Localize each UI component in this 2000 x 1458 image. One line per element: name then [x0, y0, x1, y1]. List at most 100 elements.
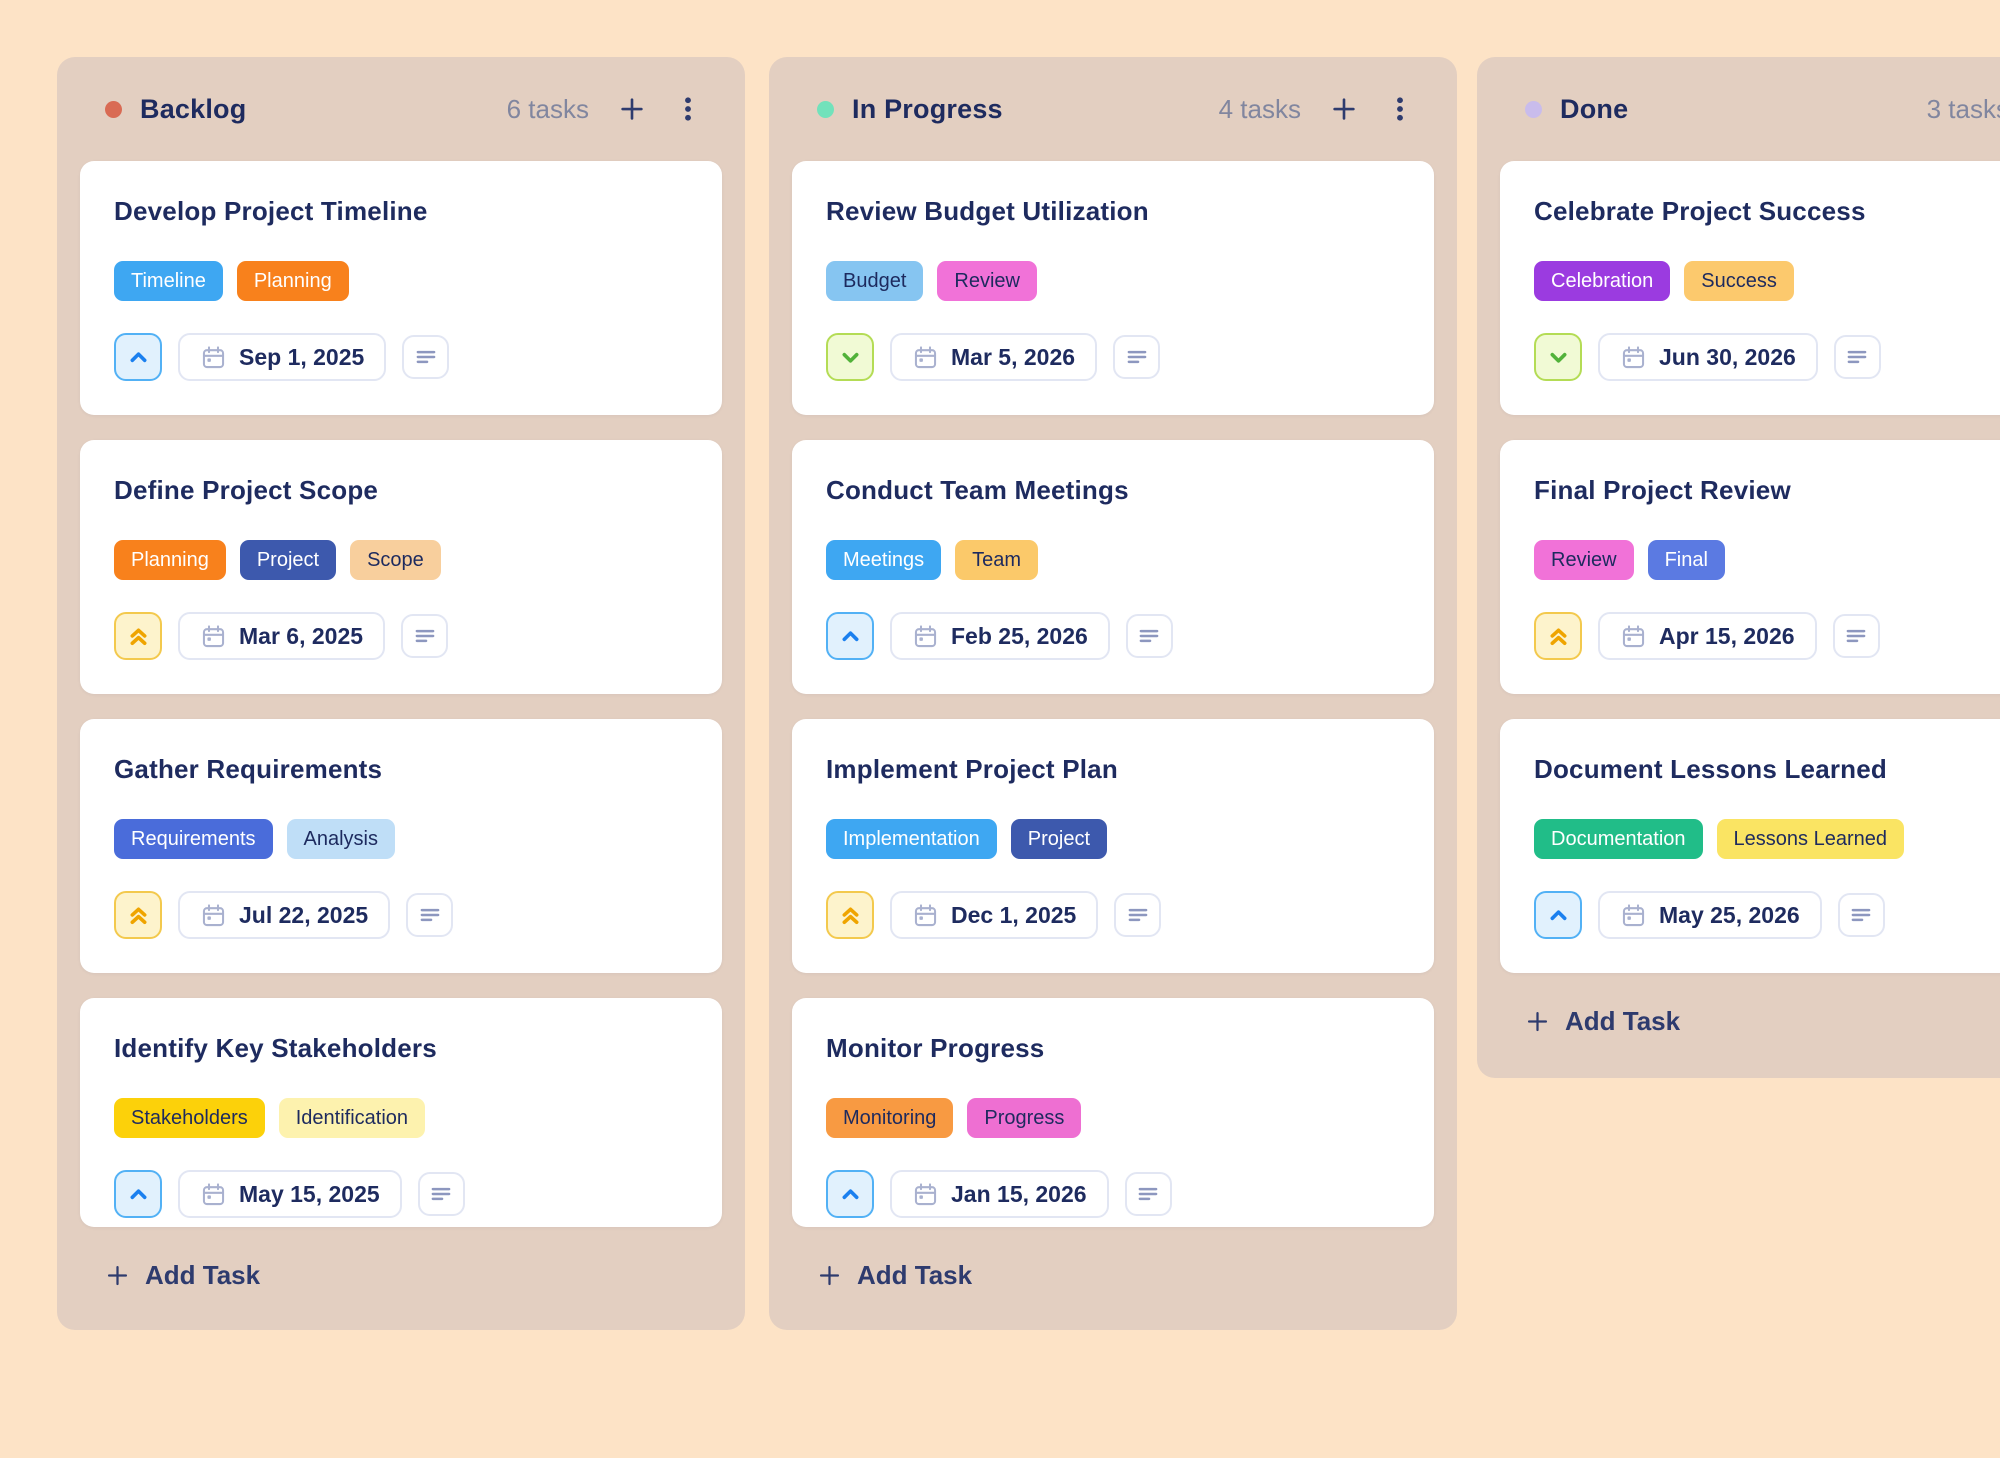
task-card[interactable]: Develop Project Timeline Timeline Plannin… [80, 161, 722, 415]
task-card[interactable]: Final Project Review Review Final Apr 15,… [1500, 440, 2000, 694]
task-title: Celebrate Project Success [1534, 196, 1866, 226]
add-task-label: Add Task [145, 1259, 261, 1290]
column-header: Done 3 tasks [1477, 57, 2000, 161]
due-date-button[interactable]: Jul 22, 2025 [178, 891, 391, 939]
due-date-button[interactable]: Apr 15, 2026 [1598, 612, 1817, 660]
notes-lines-icon [1847, 350, 1867, 364]
priority-high-button[interactable] [114, 333, 162, 381]
due-date-button[interactable]: Dec 1, 2025 [890, 891, 1099, 939]
tag-list: Implementation Project [826, 819, 1400, 859]
tag-list: Stakeholders Identification [114, 1098, 688, 1138]
tag-monitoring: Monitoring [826, 1098, 954, 1138]
notes-lines-icon [1846, 629, 1866, 643]
calendar-icon [202, 624, 225, 647]
task-card[interactable]: Review Budget Utilization Budget Review M… [792, 161, 1434, 415]
notes-button[interactable] [1837, 893, 1885, 937]
kebab-menu-icon [685, 97, 691, 121]
notes-button[interactable] [417, 1172, 465, 1216]
tag-planning: Planning [114, 540, 226, 580]
due-date-button[interactable]: Jan 15, 2026 [890, 1170, 1109, 1218]
add-task-button[interactable]: Add Task [792, 1255, 996, 1295]
card-footer: Mar 6, 2025 [114, 612, 688, 660]
task-card[interactable]: Conduct Team Meetings Meetings Team Feb 2… [792, 440, 1434, 694]
tag-identification: Identification [278, 1098, 426, 1138]
column-menu-button[interactable] [1377, 86, 1423, 132]
task-card[interactable]: Document Lessons Learned Documentation Le… [1500, 719, 2000, 973]
due-date-button[interactable]: May 15, 2025 [178, 1170, 402, 1218]
notes-button[interactable] [406, 893, 454, 937]
column-done: Done 3 tasks Celebrate Project Success C… [1477, 57, 2000, 1078]
tag-list: Planning Project Scope [114, 540, 688, 580]
tag-list: Meetings Team [826, 540, 1400, 580]
priority-high-button[interactable] [1534, 891, 1582, 939]
task-card[interactable]: Gather Requirements Requirements Analysis… [80, 719, 722, 973]
add-task-button[interactable]: Add Task [1500, 1001, 1704, 1041]
tag-implementation: Implementation [826, 819, 997, 859]
chevron-down-icon [842, 352, 858, 363]
due-date-button[interactable]: Sep 1, 2025 [178, 333, 387, 381]
column-menu-button[interactable] [665, 86, 711, 132]
due-date-button[interactable]: Mar 6, 2025 [178, 612, 386, 660]
due-date-button[interactable]: Feb 25, 2026 [890, 612, 1110, 660]
column-task-count: 6 tasks [506, 93, 589, 124]
tag-project: Project [239, 540, 337, 580]
plus-icon [107, 1265, 128, 1285]
priority-urgent-button[interactable] [826, 891, 874, 939]
task-card[interactable]: Define Project Scope Planning Project Scop… [80, 440, 722, 694]
notes-button[interactable] [1113, 335, 1161, 379]
card-footer: Apr 15, 2026 [1534, 612, 2000, 660]
add-task-button[interactable]: Add Task [80, 1255, 284, 1295]
tag-timeline: Timeline [114, 261, 223, 301]
notes-button[interactable] [401, 614, 449, 658]
due-date-label: Apr 15, 2026 [1659, 622, 1795, 649]
due-date-label: Mar 6, 2025 [239, 622, 364, 649]
priority-low-button[interactable] [826, 333, 874, 381]
task-title: Identify Key Stakeholders [114, 1033, 437, 1063]
column-header: Backlog 6 tasks [57, 57, 745, 161]
card-footer: May 15, 2025 [114, 1170, 688, 1218]
notes-button[interactable] [1833, 335, 1881, 379]
priority-low-button[interactable] [1534, 333, 1582, 381]
card-footer: Jul 22, 2025 [114, 891, 688, 939]
chevrons-up-icon [130, 628, 146, 645]
notes-button[interactable] [1125, 614, 1173, 658]
task-title: Final Project Review [1534, 475, 1791, 505]
priority-high-button[interactable] [826, 612, 874, 660]
tag-list: Monitoring Progress [826, 1098, 1400, 1138]
card-footer: Feb 25, 2026 [826, 612, 1400, 660]
priority-high-button[interactable] [114, 1170, 162, 1218]
notes-lines-icon [420, 908, 440, 922]
task-card[interactable]: Monitor Progress Monitoring Progress Jan … [792, 998, 1434, 1227]
tag-review: Review [937, 261, 1037, 301]
priority-urgent-button[interactable] [114, 891, 162, 939]
notes-button[interactable] [1124, 1172, 1172, 1216]
notes-lines-icon [1138, 1187, 1158, 1201]
task-card[interactable]: Identify Key Stakeholders Stakeholders Id… [80, 998, 722, 1227]
task-title: Monitor Progress [826, 1033, 1045, 1063]
calendar-icon [202, 1182, 225, 1205]
priority-high-button[interactable] [826, 1170, 874, 1218]
priority-urgent-button[interactable] [1534, 612, 1582, 660]
notes-lines-icon [416, 350, 436, 364]
tag-budget: Budget [826, 261, 924, 301]
tag-stakeholders: Stakeholders [114, 1098, 265, 1138]
tag-list: Documentation Lessons Learned [1534, 819, 2000, 859]
tag-list: Celebration Success [1534, 261, 2000, 301]
plus-icon [1527, 1011, 1548, 1031]
add-card-button[interactable] [1321, 86, 1367, 132]
due-date-button[interactable]: Mar 5, 2026 [890, 333, 1098, 381]
calendar-icon [1622, 345, 1645, 368]
notes-lines-icon [1127, 350, 1146, 364]
add-card-button[interactable] [609, 86, 655, 132]
notes-button[interactable] [402, 335, 450, 379]
priority-urgent-button[interactable] [114, 612, 162, 660]
due-date-button[interactable]: May 25, 2026 [1598, 891, 1822, 939]
notes-button[interactable] [1832, 614, 1880, 658]
due-date-button[interactable]: Jun 30, 2026 [1598, 333, 1818, 381]
tag-list: Requirements Analysis [114, 819, 688, 859]
task-card[interactable]: Celebrate Project Success Celebration Suc… [1500, 161, 2000, 415]
task-card[interactable]: Implement Project Plan Implementation Pro… [792, 719, 1434, 973]
add-task-label: Add Task [1565, 1005, 1681, 1036]
chevron-up-icon [130, 1188, 146, 1199]
notes-button[interactable] [1114, 893, 1162, 937]
